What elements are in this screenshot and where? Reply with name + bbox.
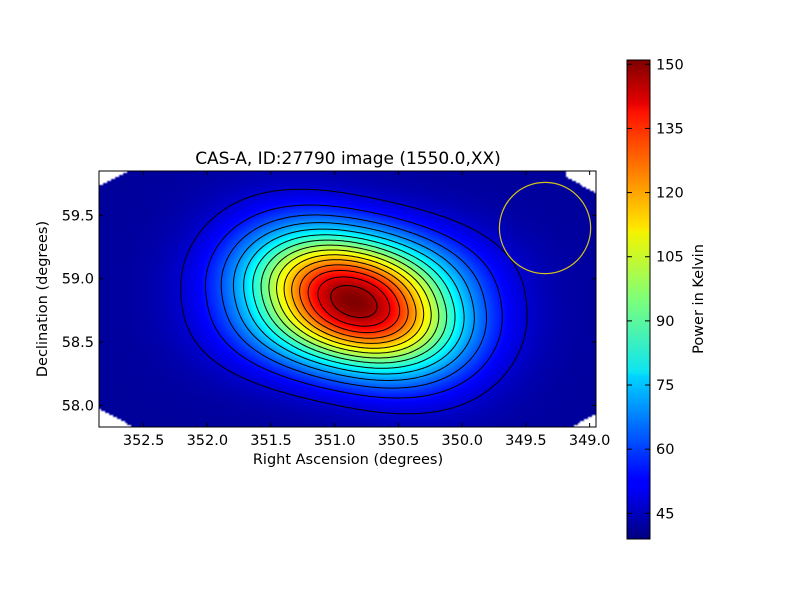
x-axis-label: Right Ascension (degrees): [253, 452, 443, 468]
y-tick-label: 59.0: [62, 272, 94, 288]
contour-lines: [180, 188, 528, 415]
colorbar-tick-label: 60: [656, 442, 674, 458]
contour-line: [220, 214, 487, 389]
contour-line: [299, 264, 409, 339]
colorbar-tick-label: 75: [656, 378, 674, 394]
colorbar-gradient: [626, 59, 651, 540]
contour-line: [243, 228, 465, 375]
beam-circle: [498, 181, 592, 275]
y-tick-label: 59.5: [62, 208, 94, 224]
colorbar-tick-label: 120: [656, 186, 684, 202]
x-tick-label: 349.0: [569, 433, 611, 449]
contour-line: [205, 204, 503, 399]
y-tick-label: 58.0: [62, 398, 94, 414]
x-tick-label: 350.0: [441, 433, 483, 449]
x-tick-label: 350.5: [378, 433, 420, 449]
contour-line: [260, 239, 448, 364]
x-tick-label: 351.0: [314, 433, 356, 449]
contour-line: [317, 276, 391, 327]
colorbar-tick-label: 135: [656, 121, 684, 137]
contour-line: [276, 249, 432, 354]
contour-line: [291, 259, 417, 344]
x-tick-label: 352.5: [123, 433, 165, 449]
colorbar-label: Power in Kelvin: [691, 244, 707, 354]
y-axis: 58.0 58.5 59.0 59.5: [62, 208, 596, 414]
heatmap-image: [99, 171, 596, 427]
x-tick-label: 349.5: [505, 433, 547, 449]
chart-title: CAS-A, ID:27790 image (1550.0,XX): [195, 149, 501, 169]
contour-line: [232, 222, 475, 381]
contour-line: [268, 244, 440, 359]
contour-line: [330, 285, 378, 318]
colorbar-tick-label: 90: [656, 314, 674, 330]
colorbar-tick-label: 105: [656, 250, 684, 266]
contour-line: [283, 254, 425, 349]
x-tick-label: 352.0: [187, 433, 229, 449]
x-axis: 352.5 352.0 351.5 351.0 350.5 350.0 349.5 349.0: [123, 171, 611, 449]
contour-line: [307, 269, 401, 334]
x-tick-label: 351.5: [250, 433, 292, 449]
colorbar: 45 60 75 90 105 120 135 150 Power in Kelvin: [626, 57, 707, 540]
contour-line: [252, 234, 456, 369]
colorbar-ticks: 45 60 75 90 105 120 135 150: [627, 57, 684, 522]
y-axis-label: Declination (degrees): [35, 221, 51, 377]
contour-line: [180, 188, 528, 415]
colorbar-tick-label: 150: [656, 57, 684, 73]
plot-frame: [98, 170, 597, 428]
heatmap-plot-area: [98, 170, 597, 428]
y-tick-label: 58.5: [62, 335, 94, 351]
colorbar-tick-label: 45: [656, 506, 674, 522]
